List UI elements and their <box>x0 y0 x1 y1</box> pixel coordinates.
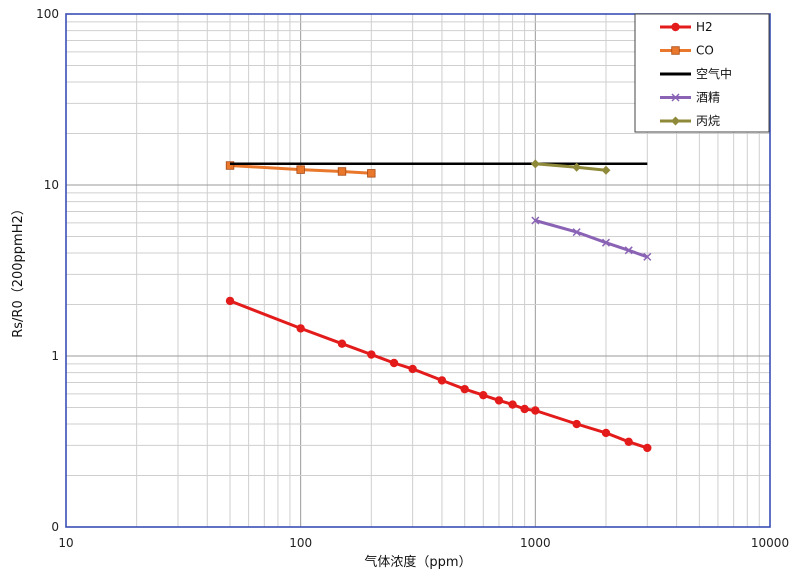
y-axis-title: Rs/R0（200ppmH2） <box>11 202 26 338</box>
data-point <box>530 159 540 169</box>
data-point <box>520 404 529 414</box>
legend-label: CO <box>696 44 714 58</box>
x-tick-label: 1000 <box>520 536 551 550</box>
series-1 <box>225 161 376 178</box>
data-point <box>624 437 633 446</box>
series-layer <box>225 159 652 453</box>
data-point <box>643 443 652 453</box>
legend-item: 酒精 <box>660 91 720 105</box>
data-point <box>296 165 305 174</box>
x-marker-stroke <box>601 238 611 247</box>
data-point <box>601 238 611 247</box>
data-point <box>572 162 582 172</box>
legend-marker <box>671 46 680 55</box>
x-tick-label: 10 <box>58 536 73 550</box>
data-point <box>296 324 305 333</box>
data-point <box>225 296 235 306</box>
data-point <box>408 364 417 374</box>
series-3 <box>531 216 652 261</box>
data-point <box>531 406 540 415</box>
data-point <box>531 216 540 225</box>
data-point <box>337 167 347 176</box>
x-axis-title: 气体浓度（ppm） <box>364 554 471 570</box>
data-point <box>572 419 581 429</box>
tick-labels: 10 100 1000 10000 0 1 10 100 <box>36 7 789 550</box>
legend-marker <box>671 22 680 32</box>
data-point <box>508 400 517 409</box>
data-point <box>572 228 581 237</box>
data-point <box>389 358 399 368</box>
legend-label: 酒精 <box>696 91 720 105</box>
x-marker-stroke <box>531 216 540 225</box>
y-tick-label: 0 <box>51 520 59 534</box>
legend-marker <box>671 116 680 126</box>
data-point <box>494 396 504 405</box>
x-marker-stroke <box>624 246 633 255</box>
x-marker-stroke <box>671 93 680 102</box>
data-point <box>624 246 633 255</box>
data-point <box>367 350 376 359</box>
y-tick-label: 100 <box>36 7 59 21</box>
data-point <box>479 390 488 400</box>
x-marker-stroke <box>572 228 581 237</box>
x-marker-stroke <box>643 252 652 261</box>
data-point <box>601 165 611 175</box>
legend-label: 丙烷 <box>696 114 720 128</box>
legend-label: 空气中 <box>696 66 732 81</box>
series-4 <box>530 159 611 175</box>
data-point <box>437 376 447 385</box>
data-point <box>460 384 469 394</box>
legend-label: H2 <box>696 20 713 34</box>
x-tick-label: 10000 <box>751 536 789 550</box>
data-point <box>225 161 235 170</box>
y-tick-label: 1 <box>51 349 59 363</box>
legend-item: CO <box>660 44 714 58</box>
legend-box <box>634 13 770 133</box>
x-tick-label: 100 <box>289 536 312 550</box>
series-line <box>229 164 372 175</box>
series-line <box>229 299 648 450</box>
data-point <box>643 252 652 261</box>
plot-frame <box>65 13 771 528</box>
legend-marker <box>671 93 680 102</box>
series-0 <box>225 296 652 453</box>
y-tick-label: 10 <box>44 178 59 192</box>
legend-item: 丙烷 <box>660 114 720 128</box>
legend-item: 空气中 <box>660 66 732 81</box>
data-point <box>367 169 376 178</box>
data-point <box>337 339 347 348</box>
data-point <box>601 428 611 438</box>
legend-item: H2 <box>660 20 713 34</box>
